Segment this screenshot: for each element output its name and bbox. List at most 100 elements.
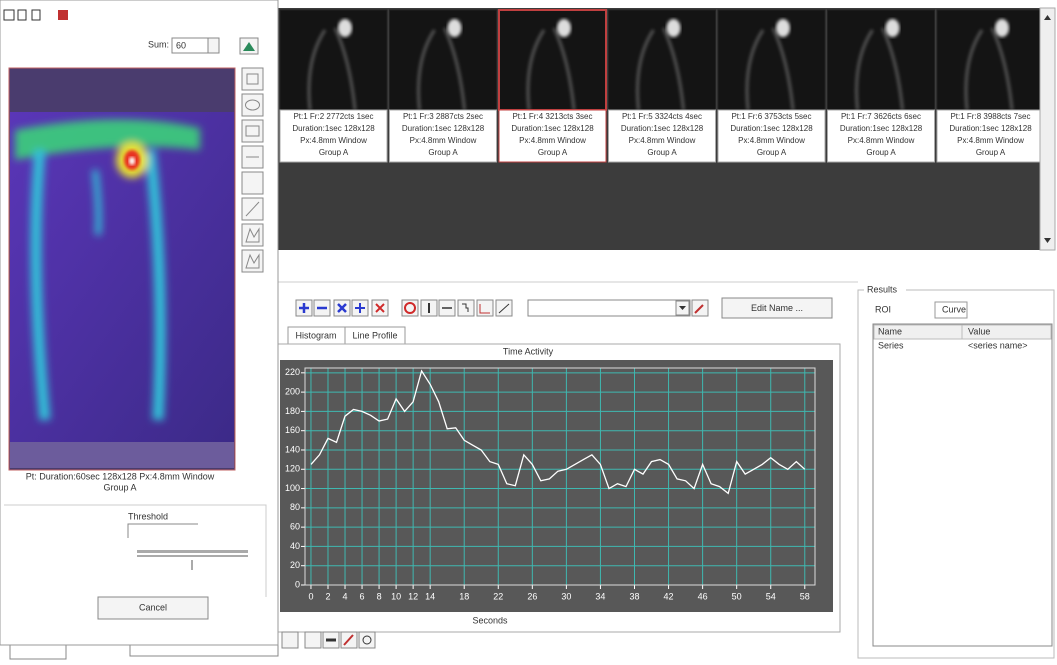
tool-copy[interactable] bbox=[304, 631, 322, 649]
tab-label: Line Profile bbox=[352, 330, 397, 340]
thumbnail-scan bbox=[307, 27, 357, 111]
thumbnail-caption: Duration:1sec 128x128 bbox=[621, 124, 704, 133]
x-tick-label: 10 bbox=[391, 591, 401, 601]
threshold-box bbox=[127, 523, 198, 538]
scan-image bbox=[8, 67, 236, 471]
results-tab-box[interactable] bbox=[934, 301, 968, 319]
thumbnail-caption: Duration:1sec 128x128 bbox=[292, 124, 375, 133]
thumbnail[interactable] bbox=[936, 9, 1045, 111]
y-tick-label: 20 bbox=[290, 560, 300, 570]
results-title: Results bbox=[867, 284, 898, 294]
y-tick-label: 100 bbox=[285, 483, 300, 493]
thumbnail-scan bbox=[745, 27, 795, 111]
thumbnail[interactable] bbox=[717, 9, 826, 111]
thumbnail-caption: Px:4.8mm Window bbox=[738, 136, 805, 145]
thumbnail[interactable] bbox=[279, 9, 388, 111]
threshold-group bbox=[4, 504, 267, 597]
y-tick-label: 180 bbox=[285, 406, 300, 416]
column-header bbox=[961, 324, 1052, 340]
thumbnail-caption: Px:4.8mm Window bbox=[848, 136, 915, 145]
thumbnail-caption-box bbox=[717, 109, 826, 163]
thumbnail[interactable] bbox=[608, 9, 716, 111]
thumbnail-caption: Duration:1sec 128x128 bbox=[402, 124, 485, 133]
thumbnail-caption: Duration:1sec 128x128 bbox=[840, 124, 923, 133]
tool-refresh[interactable] bbox=[358, 631, 376, 649]
thumbnail-caption: Px:4.8mm Window bbox=[519, 136, 586, 145]
x-tick-label: 4 bbox=[343, 591, 348, 601]
roi-tools bbox=[241, 67, 264, 273]
y-tick-label: 80 bbox=[290, 502, 300, 512]
image-caption: Pt: Duration:60sec 128x128 Px:4.8mm Wind… bbox=[26, 471, 215, 481]
thumbnail-caption: Px:4.8mm Window bbox=[300, 136, 367, 145]
thumbnail-hotspot bbox=[666, 19, 681, 37]
roi-ellipse[interactable] bbox=[241, 93, 264, 117]
column-name: Value bbox=[968, 326, 990, 336]
plot-frame bbox=[304, 367, 816, 586]
status-box bbox=[9, 644, 67, 660]
data-line bbox=[310, 369, 806, 495]
thumbnail-caption: Group A bbox=[319, 148, 349, 157]
thumbnail-caption-box bbox=[827, 109, 935, 163]
thumbnail-caption: Pt:1 Fr:6 3753cts 5sec bbox=[731, 112, 811, 121]
thumbnail-scan bbox=[855, 27, 904, 111]
thumbnail-caption: Px:4.8mm Window bbox=[410, 136, 477, 145]
thumbnail-caption: Pt:1 Fr:7 3626cts 6sec bbox=[841, 112, 921, 121]
sum-value: 60 bbox=[176, 40, 186, 50]
thumbnail-caption: Group A bbox=[647, 148, 677, 157]
results-list bbox=[872, 323, 1053, 647]
results-tab[interactable]: Curve bbox=[942, 304, 966, 314]
results-group bbox=[857, 289, 1055, 659]
x-tick-label: 2 bbox=[325, 591, 330, 601]
x-tick-label: 54 bbox=[766, 591, 776, 601]
cell: <series name> bbox=[968, 340, 1028, 350]
x-tick-label: 22 bbox=[493, 591, 503, 601]
x-tick-label: 38 bbox=[629, 591, 639, 601]
roi-box[interactable] bbox=[241, 119, 264, 143]
y-tick-label: 60 bbox=[290, 522, 300, 532]
panel-icon-red[interactable] bbox=[58, 10, 68, 20]
cancel-label: Cancel bbox=[139, 602, 167, 612]
thumbnail[interactable] bbox=[389, 9, 497, 111]
x-tick-label: 18 bbox=[459, 591, 469, 601]
x-tick-label: 50 bbox=[732, 591, 742, 601]
slider-thumb[interactable] bbox=[137, 555, 248, 570]
cancel-button[interactable] bbox=[97, 596, 209, 620]
edit-name-label: Edit Name ... bbox=[751, 303, 803, 313]
cell: Series bbox=[878, 340, 904, 350]
thumbnail-hotspot bbox=[338, 19, 352, 37]
thumbnail-scan bbox=[526, 27, 576, 111]
thumbnail-caption: Px:4.8mm Window bbox=[629, 136, 696, 145]
thumbnail[interactable] bbox=[827, 9, 935, 111]
thumbnail-caption-box bbox=[608, 109, 716, 163]
slider-track bbox=[137, 550, 248, 553]
thumbnail-caption: Pt:1 Fr:3 2887cts 2sec bbox=[403, 112, 483, 121]
series-dropdown[interactable] bbox=[527, 299, 691, 317]
toolbar: Edit Name ... bbox=[295, 297, 833, 319]
sum-spinner[interactable] bbox=[207, 37, 220, 54]
x-tick-label: 26 bbox=[527, 591, 537, 601]
tab-label: Histogram bbox=[295, 330, 336, 340]
edit-name-button[interactable] bbox=[721, 297, 833, 319]
thumbnail-caption: Group A bbox=[757, 148, 787, 157]
thumbnail[interactable] bbox=[498, 9, 607, 111]
x-tick-label: 12 bbox=[408, 591, 418, 601]
results-tab[interactable]: ROI bbox=[875, 304, 891, 314]
scrollbar[interactable] bbox=[1039, 7, 1056, 251]
roi-free[interactable] bbox=[241, 171, 264, 195]
x-tick-label: 8 bbox=[377, 591, 382, 601]
x-axis-label: Seconds bbox=[472, 615, 508, 625]
thumbnail-caption: Duration:1sec 128x128 bbox=[949, 124, 1032, 133]
thumbnail-caption: Group A bbox=[428, 148, 458, 157]
thumbnail-caption-box bbox=[279, 109, 388, 163]
roi-rect[interactable] bbox=[241, 67, 264, 91]
image-caption: Group A bbox=[103, 482, 136, 492]
tool-print[interactable] bbox=[281, 631, 299, 649]
x-tick-label: 46 bbox=[698, 591, 708, 601]
thumbnail-scan bbox=[417, 27, 466, 111]
thumbnail-caption-box bbox=[498, 109, 607, 163]
x-tick-label: 14 bbox=[425, 591, 435, 601]
y-tick-label: 0 bbox=[295, 579, 300, 589]
tool-graph[interactable] bbox=[476, 299, 494, 317]
x-tick-label: 34 bbox=[595, 591, 605, 601]
